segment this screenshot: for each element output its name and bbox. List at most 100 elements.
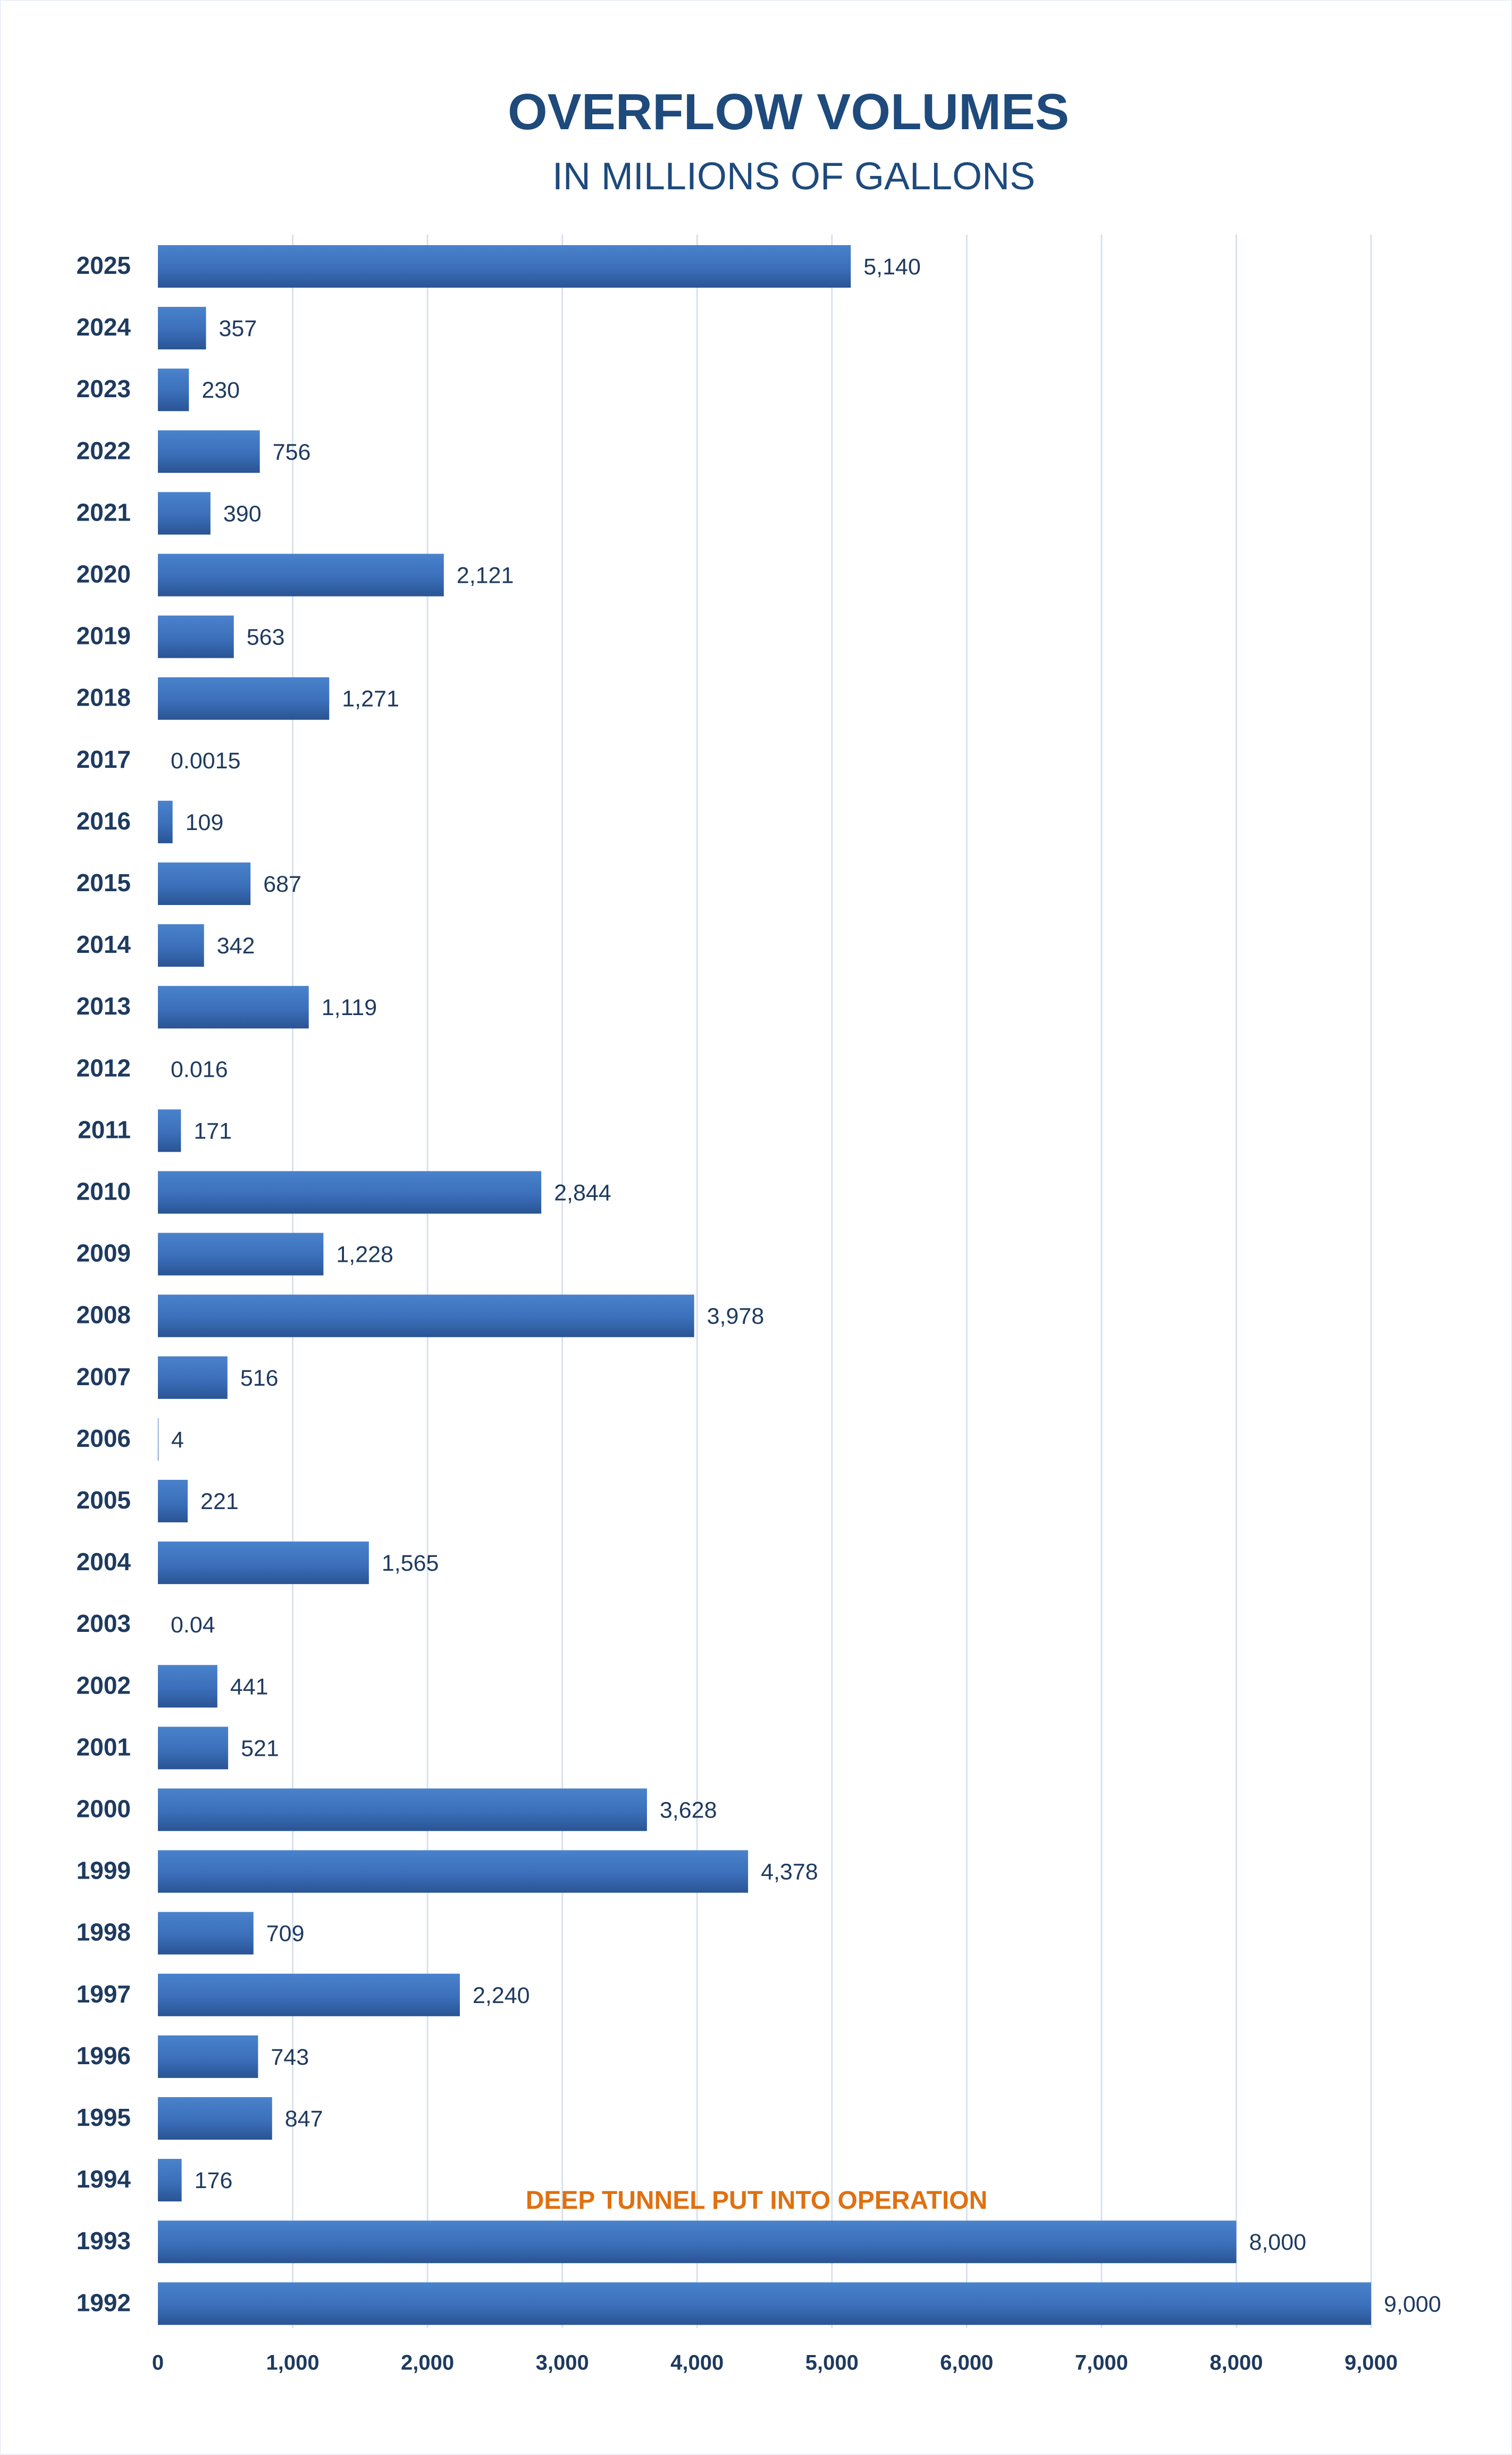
y-label-2022: 2022: [77, 437, 131, 464]
bar-2013: [158, 986, 309, 1028]
y-label-2024: 2024: [77, 313, 131, 341]
bar-2001: [158, 1727, 228, 1769]
x-tick-3: 3,000: [536, 2351, 589, 2374]
y-label-2025: 2025: [77, 252, 131, 279]
data-label-2008: 3,978: [707, 1304, 765, 1329]
x-tick-6: 6,000: [940, 2351, 993, 2374]
y-label-2018: 2018: [77, 684, 131, 711]
y-label-2001: 2001: [77, 1733, 131, 1761]
data-label-1999: 4,378: [761, 1859, 818, 1885]
bar-2025: [158, 245, 851, 288]
data-label-2019: 563: [247, 625, 285, 650]
bar-2005: [158, 1480, 188, 1522]
x-tick-4: 4,000: [670, 2351, 724, 2374]
bar-2016: [158, 801, 173, 843]
y-label-1997: 1997: [77, 1980, 131, 2008]
y-label-2006: 2006: [77, 1425, 131, 1452]
data-label-2011: 171: [194, 1118, 232, 1144]
y-label-1998: 1998: [77, 1918, 131, 1946]
y-label-2013: 2013: [77, 992, 131, 1020]
data-label-2024: 357: [219, 316, 257, 341]
data-label-2012: 0.016: [171, 1057, 228, 1082]
bar-2011: [158, 1109, 181, 1152]
y-axis-labels: 2025202420232022202120202019201820172016…: [77, 252, 131, 2316]
data-label-2017: 0.0015: [171, 748, 241, 774]
bar-2000: [158, 1789, 647, 1831]
y-label-1993: 1993: [77, 2227, 131, 2255]
y-label-1999: 1999: [77, 1857, 131, 1884]
x-axis-labels: 0 1,000 2,000 3,000 4,000 5,000 6,000 7,000 8,00…: [152, 2351, 1398, 2374]
data-label-2018: 1,271: [342, 686, 399, 712]
bar-2021: [158, 492, 211, 534]
data-label-2023: 230: [201, 378, 240, 403]
data-label-1998: 709: [266, 1921, 305, 1947]
y-label-2020: 2020: [77, 560, 131, 588]
x-tick-0: 0: [152, 2351, 164, 2374]
bar-2007: [158, 1356, 228, 1399]
y-label-2014: 2014: [77, 931, 131, 958]
y-label-1996: 1996: [77, 2042, 131, 2069]
bar-1999: [158, 1850, 748, 1893]
y-label-2015: 2015: [77, 869, 131, 896]
data-label-1996: 743: [271, 2045, 309, 2070]
data-label-2006: 4: [171, 1427, 184, 1453]
data-label-1992: 9,000: [1384, 2291, 1441, 2317]
data-label-2022: 756: [273, 439, 311, 465]
data-label-2007: 516: [240, 1365, 279, 1391]
y-label-1992: 1992: [77, 2289, 131, 2316]
x-tick-1: 1,000: [266, 2351, 320, 2374]
data-label-2021: 390: [223, 501, 262, 526]
bar-1992: [158, 2282, 1371, 2325]
data-label-2010: 2,844: [554, 1180, 611, 1206]
data-label-1993: 8,000: [1249, 2230, 1306, 2255]
bar-1997: [158, 1974, 460, 2016]
data-label-1995: 847: [285, 2106, 323, 2132]
y-label-2004: 2004: [77, 1548, 131, 1576]
data-label-2009: 1,228: [336, 1242, 393, 1268]
y-label-2012: 2012: [77, 1054, 131, 1082]
bar-2019: [158, 616, 234, 658]
bar-2020: [158, 554, 444, 597]
x-tick-7: 7,000: [1075, 2351, 1128, 2374]
y-label-2005: 2005: [77, 1486, 131, 1514]
data-label-2002: 441: [230, 1674, 268, 1699]
bar-2009: [158, 1233, 323, 1276]
data-label-2025: 5,140: [863, 254, 921, 280]
y-label-2019: 2019: [77, 622, 131, 650]
y-label-2000: 2000: [77, 1795, 131, 1823]
bar-2004: [158, 1541, 369, 1584]
data-label-2004: 1,565: [382, 1551, 439, 1576]
data-label-2020: 2,121: [457, 563, 514, 589]
data-label-2001: 521: [241, 1736, 279, 1761]
x-tick-5: 5,000: [805, 2351, 859, 2374]
y-label-2016: 2016: [77, 807, 131, 835]
y-label-2017: 2017: [77, 745, 131, 773]
x-tick-8: 8,000: [1209, 2351, 1263, 2374]
y-label-1995: 1995: [77, 2104, 131, 2131]
bar-1995: [158, 2097, 272, 2140]
bar-1996: [158, 2035, 258, 2078]
bar-1994: [158, 2159, 182, 2201]
bar-2023: [158, 368, 189, 411]
data-label-1994: 176: [195, 2168, 233, 2193]
y-label-2009: 2009: [77, 1239, 131, 1267]
bar-2002: [158, 1665, 217, 1707]
bar-2024: [158, 307, 206, 349]
bar-2022: [158, 430, 260, 473]
data-label-2016: 109: [186, 810, 224, 835]
data-label-2015: 687: [263, 872, 301, 897]
bar-2010: [158, 1171, 541, 1214]
x-tick-2: 2,000: [401, 2351, 454, 2374]
data-label-2003: 0.04: [171, 1612, 215, 1638]
y-label-2021: 2021: [77, 498, 131, 526]
data-label-2014: 342: [217, 933, 255, 959]
bar-2018: [158, 677, 329, 720]
bar-1998: [158, 1912, 254, 1955]
bar-1993: [158, 2221, 1236, 2263]
bars: [158, 245, 1371, 2325]
y-label-2003: 2003: [77, 1610, 131, 1637]
data-label-2000: 3,628: [660, 1798, 717, 1823]
data-label-2013: 1,119: [322, 995, 377, 1020]
